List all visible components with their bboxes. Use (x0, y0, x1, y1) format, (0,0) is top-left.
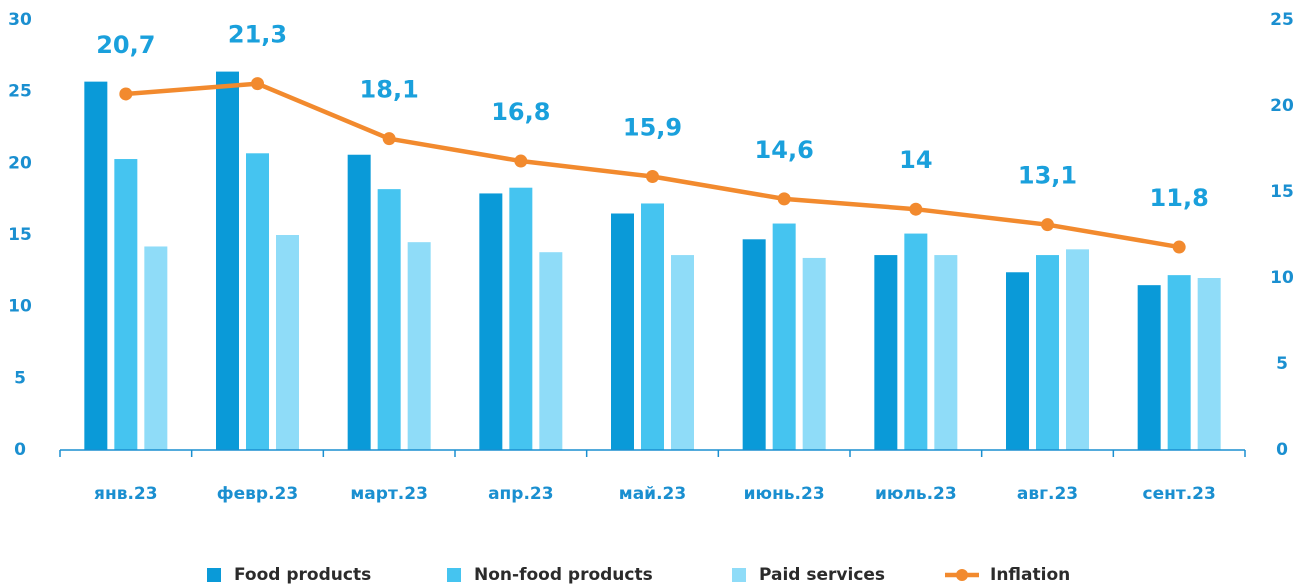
x-tick-label: февр.23 (217, 484, 298, 504)
bar (144, 246, 168, 450)
bar (772, 223, 796, 450)
bar (742, 239, 766, 450)
line-point (251, 77, 264, 91)
bar (1167, 275, 1191, 450)
line-point (777, 192, 791, 206)
bar (802, 257, 826, 450)
legend-swatch-marker (956, 569, 968, 581)
data-label: 14,6 (755, 136, 814, 164)
bar (347, 154, 371, 450)
bar (1036, 255, 1059, 450)
bar (874, 255, 898, 450)
line-point (909, 202, 923, 216)
x-tick-label: март.23 (350, 484, 428, 504)
data-label: 21,3 (228, 21, 287, 49)
line-point (514, 154, 528, 168)
y2-tick-label: 15 (1270, 182, 1294, 202)
bar (1006, 272, 1029, 450)
bar (671, 255, 694, 450)
y2-tick-label: 25 (1270, 10, 1294, 30)
y-tick-label: 30 (8, 10, 32, 30)
bar (1137, 285, 1161, 450)
bar (509, 187, 533, 450)
data-label: 11,8 (1150, 184, 1209, 212)
x-tick-label: май.23 (619, 484, 686, 504)
data-label: 20,7 (96, 31, 155, 59)
y2-tick-label: 5 (1276, 354, 1288, 374)
bar (934, 255, 958, 450)
x-tick-label: апр.23 (488, 484, 554, 504)
y-tick-label: 20 (8, 153, 32, 173)
bar (84, 81, 108, 450)
line-point (1041, 218, 1054, 232)
legend-swatch (732, 568, 746, 582)
y-tick-label: 10 (8, 297, 32, 317)
bar (114, 159, 138, 451)
x-tick-label: июль.23 (875, 484, 957, 504)
y-tick-label: 5 (14, 368, 26, 388)
y2-tick-label: 0 (1276, 440, 1288, 460)
y2-tick-label: 10 (1270, 268, 1294, 288)
legend-label: Paid services (759, 565, 885, 585)
legend-swatch (447, 568, 461, 582)
bar (479, 193, 503, 450)
bar (216, 71, 239, 450)
line-point (119, 87, 133, 101)
bar (1066, 249, 1089, 450)
data-label: 14 (899, 146, 932, 174)
bar (539, 252, 563, 450)
data-label: 18,1 (360, 76, 419, 104)
y-tick-label: 0 (14, 440, 26, 460)
bar (276, 235, 299, 450)
legend-label: Non-food products (474, 565, 653, 585)
bar (641, 203, 664, 450)
legend-swatch (207, 568, 221, 582)
x-tick-label: янв.23 (94, 484, 158, 504)
line-point (1172, 240, 1186, 254)
bar (904, 233, 928, 450)
y-tick-label: 25 (8, 82, 32, 102)
data-label: 16,8 (491, 98, 550, 126)
legend-label: Food products (234, 565, 371, 585)
x-tick-label: сент.23 (1143, 484, 1216, 504)
bar (407, 242, 431, 450)
bar (1197, 278, 1221, 450)
bar (246, 153, 269, 451)
data-label: 13,1 (1018, 162, 1077, 190)
line-point (646, 170, 659, 184)
y-tick-label: 15 (8, 225, 32, 245)
bar (377, 189, 401, 450)
legend-label: Inflation (990, 565, 1070, 585)
line-point (382, 132, 396, 146)
y2-tick-label: 20 (1270, 96, 1294, 116)
bar (611, 213, 634, 450)
x-tick-label: июнь.23 (744, 484, 825, 504)
x-tick-label: авг.23 (1017, 484, 1078, 504)
data-label: 15,9 (623, 114, 682, 142)
